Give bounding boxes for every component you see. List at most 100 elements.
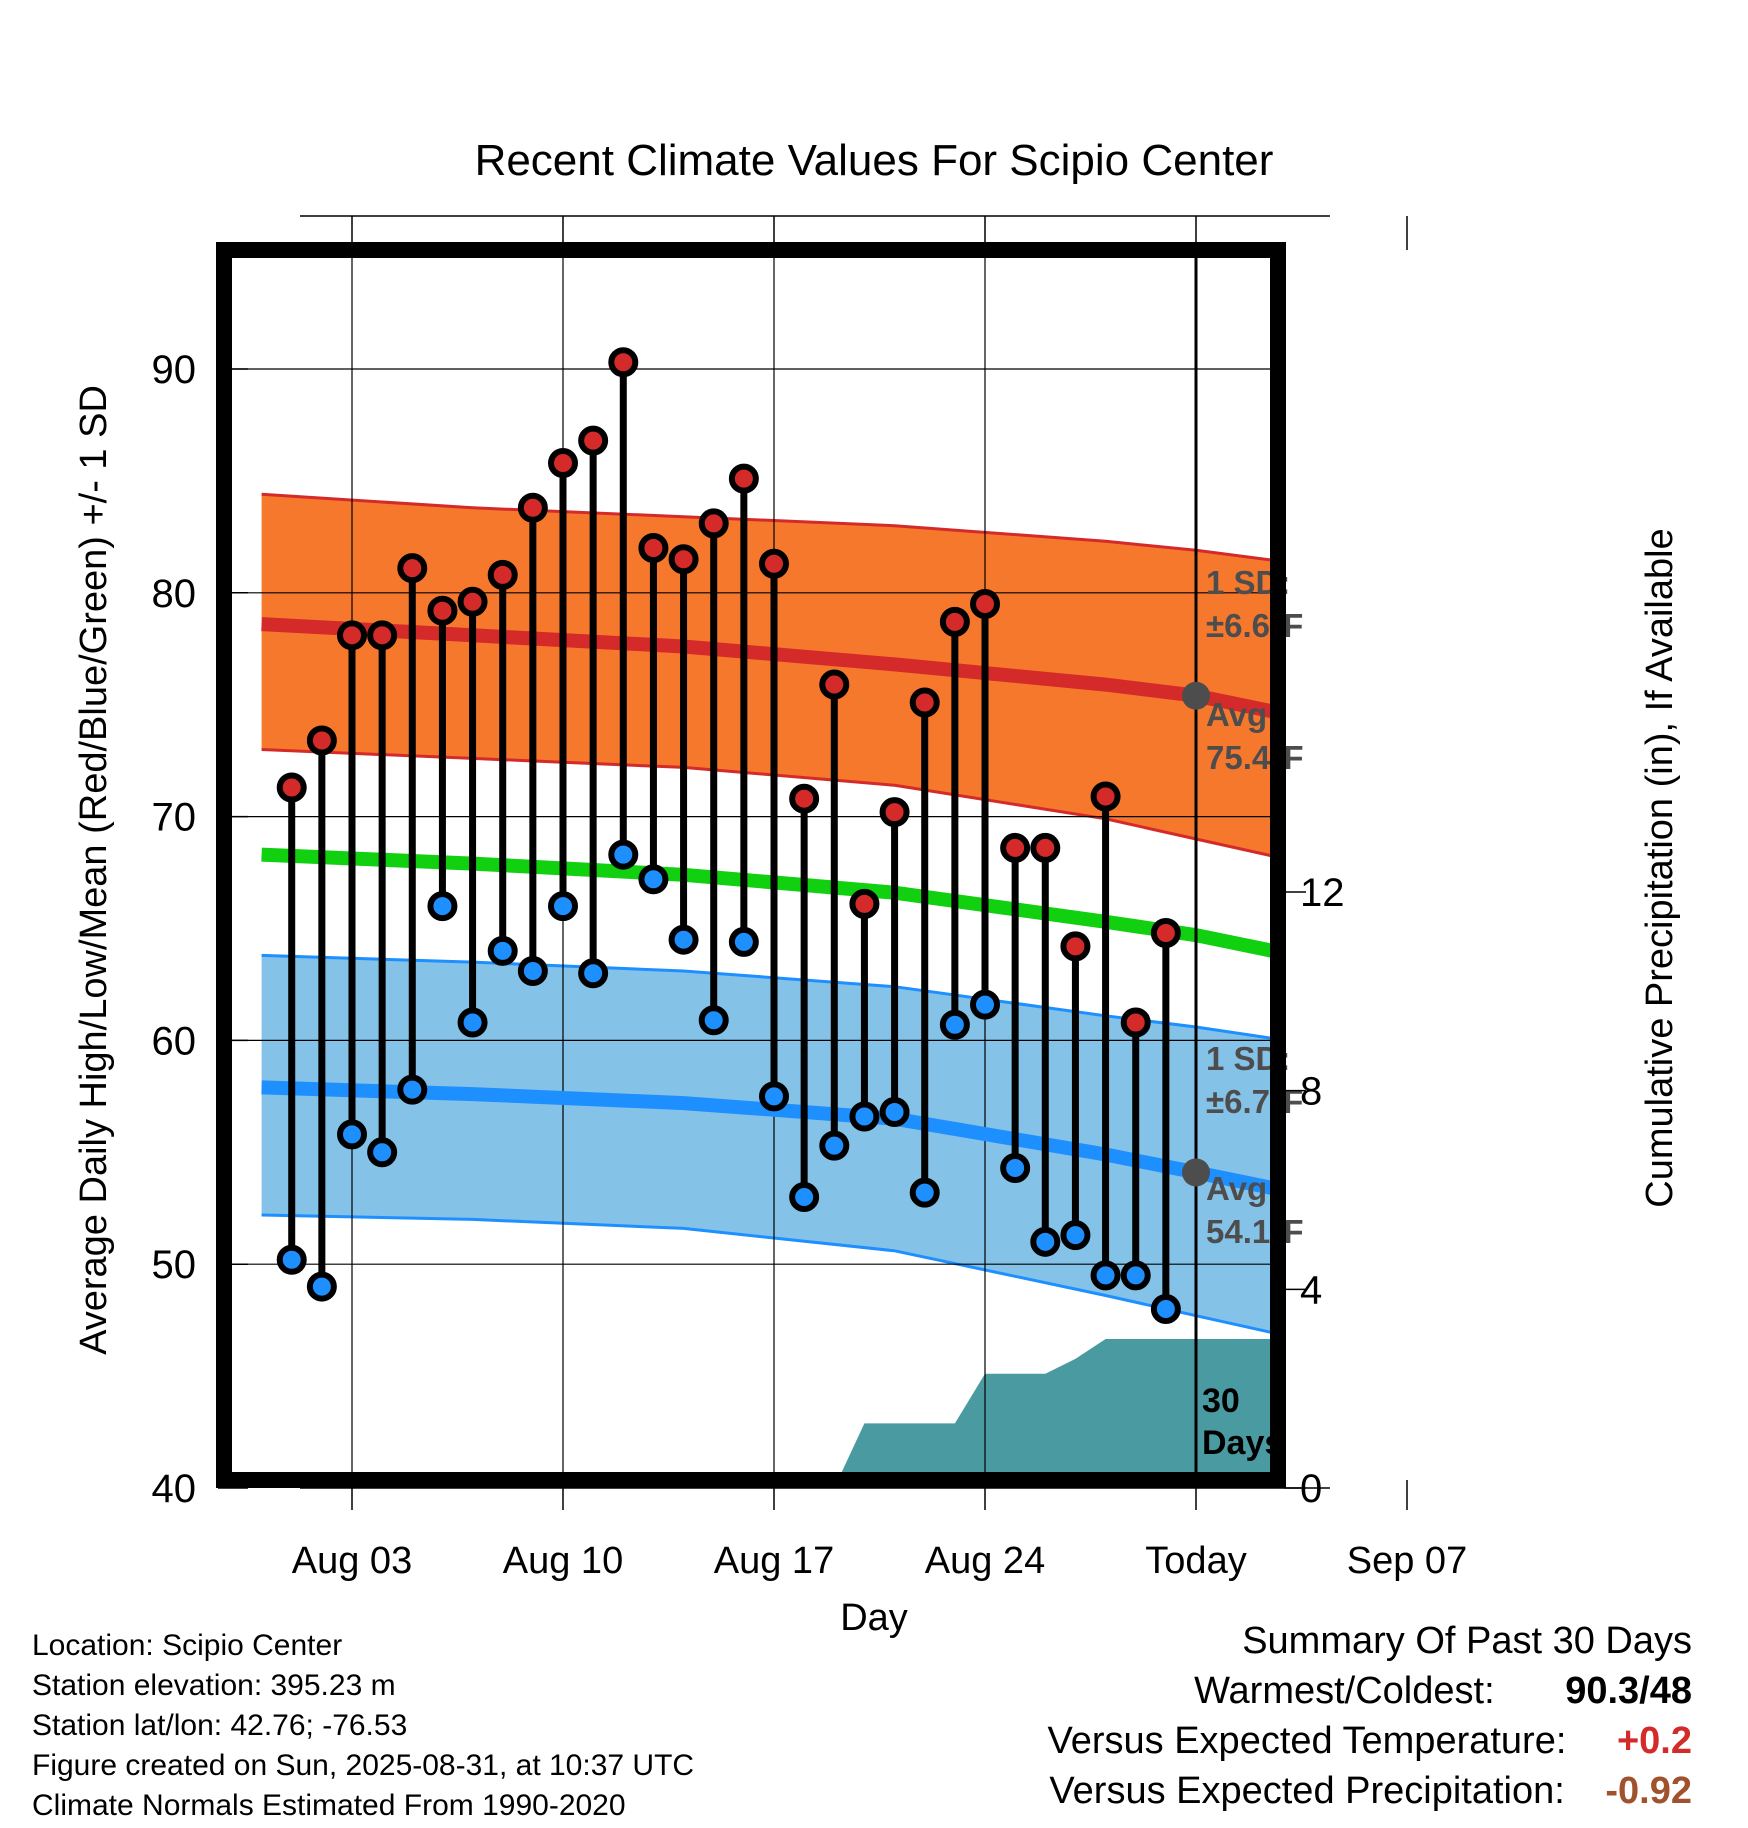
low-point — [487, 935, 518, 966]
warm-cold-row: Warmest/Coldest: 90.3/48 — [1047, 1666, 1692, 1716]
low-point — [909, 1177, 940, 1208]
high-point — [517, 492, 548, 523]
x-tick-label: Aug 10 — [503, 1540, 623, 1582]
station-info: Location: Scipio Center Station elevatio… — [32, 1626, 694, 1826]
low-point — [819, 1130, 850, 1161]
y2-tick-label: 4 — [1300, 1268, 1322, 1312]
low-point — [337, 1119, 367, 1150]
high-point — [638, 533, 669, 564]
high-point — [1120, 1007, 1151, 1038]
high-point — [879, 797, 910, 828]
high-avg-value: 75.4°F — [1206, 739, 1304, 776]
low-point — [1000, 1152, 1031, 1183]
summary-title: Summary Of Past 30 Days — [1242, 1620, 1692, 1662]
normal-low-line — [261, 1080, 1270, 1195]
low-point — [849, 1101, 880, 1132]
y2-tick-label: 12 — [1300, 871, 1345, 915]
low-avg-value: 54.1°F — [1206, 1213, 1304, 1250]
precipitation-area — [841, 1339, 1270, 1472]
high-point — [698, 508, 729, 539]
y-tick-label: 40 — [152, 1467, 197, 1511]
high-point — [849, 888, 880, 919]
low-point — [1120, 1260, 1151, 1291]
y2-tick-label: 8 — [1300, 1070, 1322, 1114]
temp-label: Versus Expected Temperature: — [1047, 1720, 1567, 1762]
precip-row: Versus Expected Precipitation: -0.92 — [1047, 1766, 1692, 1816]
created-text: Figure created on Sun, 2025-08-31, at 10… — [32, 1749, 695, 1782]
low-point — [517, 956, 548, 987]
x-tick-label: Sep 07 — [1347, 1540, 1467, 1582]
latlon-text: Station lat/lon: 42.76; -76.53 — [32, 1709, 408, 1742]
low-sd-band — [261, 955, 1270, 1333]
y2-tick-label: 0 — [1300, 1467, 1322, 1511]
y-tick-label: 80 — [152, 572, 197, 616]
normals-text: Climate Normals Estimated From 1990-2020 — [32, 1789, 626, 1822]
high-avg-label: Avg: — [1206, 696, 1278, 733]
normal-mean-line — [261, 847, 1270, 958]
today-normal-high-marker — [1182, 681, 1210, 710]
low-point — [397, 1074, 428, 1105]
high-point — [578, 425, 609, 456]
high-point — [337, 620, 367, 651]
high-point — [819, 669, 850, 700]
high-point — [759, 548, 789, 579]
high-sd-value: ±6.6°F — [1206, 607, 1303, 644]
summary-panel: Summary Of Past 30 Days Warmest/Coldest:… — [1047, 1616, 1692, 1816]
low-sd-value: ±6.7°F — [1206, 1083, 1303, 1120]
y-tick-label: 60 — [152, 1019, 197, 1063]
today-days-label-line2: Days — [1202, 1424, 1283, 1462]
today-normal-low-marker — [1182, 1158, 1210, 1187]
y-tick-label: 70 — [152, 796, 197, 840]
low-sd-lower-line — [261, 1213, 1270, 1334]
y-tick-label: 50 — [152, 1243, 197, 1287]
high-point — [1090, 781, 1121, 812]
precip-label: Versus Expected Precipitation: — [1049, 1770, 1565, 1812]
low-point — [789, 1182, 820, 1213]
x-axis-label: Day — [840, 1597, 908, 1639]
high-point — [608, 347, 639, 378]
y2-axis-label: Cumulative Precipitation (in), If Availa… — [1639, 528, 1681, 1207]
high-point — [728, 463, 759, 494]
high-point — [789, 783, 820, 814]
high-sd-lower-line — [261, 748, 1270, 857]
chart-title: Recent Climate Values For Scipio Center — [475, 136, 1274, 185]
low-point — [879, 1097, 910, 1128]
low-point — [1150, 1293, 1181, 1324]
plot-frame — [216, 242, 1286, 1488]
high-point — [367, 620, 398, 651]
high-point — [909, 687, 940, 718]
high-point — [306, 725, 337, 756]
high-point — [1150, 917, 1181, 948]
x-tick-label: Today — [1145, 1540, 1246, 1582]
low-point — [638, 864, 669, 895]
precip-anomaly-value: -0.92 — [1605, 1770, 1692, 1812]
y-tick-label: 90 — [152, 348, 197, 392]
temp-row: Versus Expected Temperature: +0.2 — [1047, 1716, 1692, 1766]
high-point — [1030, 832, 1061, 863]
low-point — [1060, 1220, 1091, 1251]
high-point — [427, 595, 458, 626]
normal-high-line — [261, 617, 1270, 719]
high-point — [457, 586, 488, 617]
high-point — [487, 559, 518, 590]
high-point — [1060, 931, 1091, 962]
low-point — [578, 958, 609, 989]
high-point — [1000, 832, 1031, 863]
low-point — [367, 1137, 398, 1168]
temp-anomaly-value: +0.2 — [1616, 1720, 1692, 1762]
low-point — [457, 1007, 488, 1038]
high-point — [939, 606, 970, 637]
elevation-text: Station elevation: 395.23 m — [32, 1669, 396, 1702]
low-point — [698, 1005, 729, 1036]
x-tick-label: Aug 17 — [714, 1540, 834, 1582]
warmest-value: 90.3 — [1565, 1670, 1640, 1712]
high-point — [276, 772, 307, 803]
high-point — [397, 553, 428, 584]
low-point — [306, 1271, 337, 1302]
high-sd-upper-line — [261, 492, 1270, 562]
low-point — [548, 891, 578, 922]
low-point — [759, 1081, 789, 1112]
high-point — [970, 588, 1000, 619]
